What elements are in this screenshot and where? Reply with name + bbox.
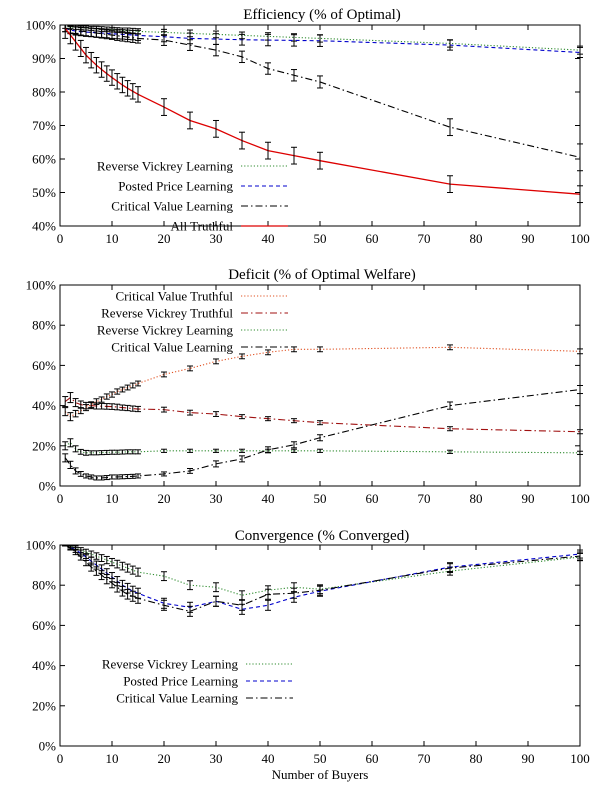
x-tick-label: 70 xyxy=(418,231,431,246)
x-tick-label: 0 xyxy=(57,751,64,766)
series-line xyxy=(65,544,581,596)
x-tick-label: 50 xyxy=(314,231,327,246)
efficiency-panel: Efficiency (% of Optimal) 0 10 20 30 40 50 60 7… xyxy=(26,7,590,246)
x-tick-label: 50 xyxy=(314,491,327,506)
convergence-series-layer xyxy=(62,544,583,617)
x-tick-label: 20 xyxy=(158,231,171,246)
convergence-ticks: 0 10 20 30 40 50 60 70 80 90 100 0% 20% 40% 60% 80% 100% xyxy=(26,538,590,767)
x-tick-label: 10 xyxy=(106,491,119,506)
deficit-panel: Deficit (% of Optimal Welfare) 0 10 20 30 40… xyxy=(26,267,590,506)
legend-label: Posted Price Learning xyxy=(123,674,238,689)
x-tick-label: 60 xyxy=(366,231,379,246)
x-tick-label: 40 xyxy=(262,231,275,246)
y-tick-label: 80% xyxy=(32,318,56,333)
y-tick-label: 100% xyxy=(26,278,57,293)
y-tick-label: 0% xyxy=(39,739,57,754)
x-tick-label: 60 xyxy=(366,491,379,506)
x-tick-label: 20 xyxy=(158,751,171,766)
y-tick-label: 20% xyxy=(32,698,56,713)
series-line xyxy=(64,388,581,479)
x-tick-label: 80 xyxy=(470,491,483,506)
y-tick-label: 40% xyxy=(32,398,56,413)
y-tick-label: 100% xyxy=(26,538,57,553)
efficiency-ticks: 0 10 20 30 40 50 60 70 80 90 100 40% 50% 60% 70% 80% 90%… xyxy=(26,18,590,247)
x-tick-label: 50 xyxy=(314,751,327,766)
x-tick-label: 70 xyxy=(418,491,431,506)
y-tick-label: 60% xyxy=(32,358,56,373)
x-tick-label: 80 xyxy=(470,231,483,246)
y-tick-label: 70% xyxy=(32,118,56,133)
efficiency-series-layer xyxy=(62,24,583,204)
y-tick-label: 60% xyxy=(32,618,56,633)
y-tick-label: 80% xyxy=(32,578,56,593)
series-line xyxy=(64,544,581,612)
x-tick-label: 90 xyxy=(522,751,535,766)
y-tick-label: 20% xyxy=(32,438,56,453)
y-tick-label: 40% xyxy=(32,658,56,673)
deficit-series-layer xyxy=(62,344,583,481)
efficiency-plot-frame xyxy=(59,24,581,227)
y-tick-label: 100% xyxy=(26,18,57,33)
x-tick-label: 40 xyxy=(262,751,275,766)
convergence-legend: Reverse Vickrey Learning Posted Price Lea… xyxy=(102,657,293,706)
deficit-title: Deficit (% of Optimal Welfare) xyxy=(228,267,416,283)
legend-label: Critical Value Truthful xyxy=(116,289,234,304)
x-tick-label: 0 xyxy=(57,491,64,506)
x-tick-label: 70 xyxy=(418,751,431,766)
deficit-ticks: 0 10 20 30 40 50 60 70 80 90 100 0% 20% 40% 60% 80% 100% xyxy=(26,278,590,507)
x-tick-label: 30 xyxy=(210,231,223,246)
x-axis-label: Number of Buyers xyxy=(272,767,369,782)
convergence-title: Convergence (% Converged) xyxy=(235,528,409,544)
series-line xyxy=(64,442,581,454)
series-line xyxy=(65,544,581,610)
series-line xyxy=(64,27,581,195)
series-line xyxy=(64,396,581,433)
efficiency-title: Efficiency (% of Optimal) xyxy=(243,7,401,23)
x-tick-label: 90 xyxy=(522,491,535,506)
convergence-panel: Convergence (% Converged) 0 10 20 30 40 50 60 7… xyxy=(26,528,590,766)
x-tick-label: 100 xyxy=(570,491,590,506)
legend-label: Critical Value Learning xyxy=(116,691,238,706)
legend-label: Posted Price Learning xyxy=(118,179,233,194)
legend-label: Reverse Vickrey Learning xyxy=(102,657,239,672)
x-tick-label: 100 xyxy=(570,751,590,766)
legend-label: Critical Value Learning xyxy=(111,199,233,214)
x-tick-label: 100 xyxy=(570,231,590,246)
x-tick-label: 40 xyxy=(262,491,275,506)
x-tick-label: 30 xyxy=(210,491,223,506)
x-tick-label: 30 xyxy=(210,751,223,766)
deficit-legend: Critical Value Truthful Reverse Vickrey T… xyxy=(97,289,288,355)
y-tick-label: 50% xyxy=(32,185,56,200)
y-tick-label: 90% xyxy=(32,51,56,66)
y-tick-label: 60% xyxy=(32,152,56,167)
x-tick-label: 10 xyxy=(106,751,119,766)
legend-label: Reverse Vickrey Truthful xyxy=(101,306,233,321)
x-tick-label: 0 xyxy=(57,231,64,246)
legend-label: Critical Value Learning xyxy=(111,340,233,355)
legend-label: Reverse Vickrey Learning xyxy=(97,159,234,174)
legend-label: Reverse Vickrey Learning xyxy=(97,323,234,338)
y-tick-label: 80% xyxy=(32,85,56,100)
x-tick-label: 80 xyxy=(470,751,483,766)
series-line xyxy=(65,27,581,158)
x-tick-label: 90 xyxy=(522,231,535,246)
x-tick-label: 10 xyxy=(106,231,119,246)
x-tick-label: 20 xyxy=(158,491,171,506)
y-tick-label: 0% xyxy=(39,479,57,494)
legend-label: All Truthful xyxy=(171,219,234,234)
y-tick-label: 40% xyxy=(32,219,56,234)
x-tick-label: 60 xyxy=(366,751,379,766)
efficiency-legend: Reverse Vickrey Learning Posted Price Lea… xyxy=(97,159,288,234)
series-line xyxy=(64,346,581,418)
